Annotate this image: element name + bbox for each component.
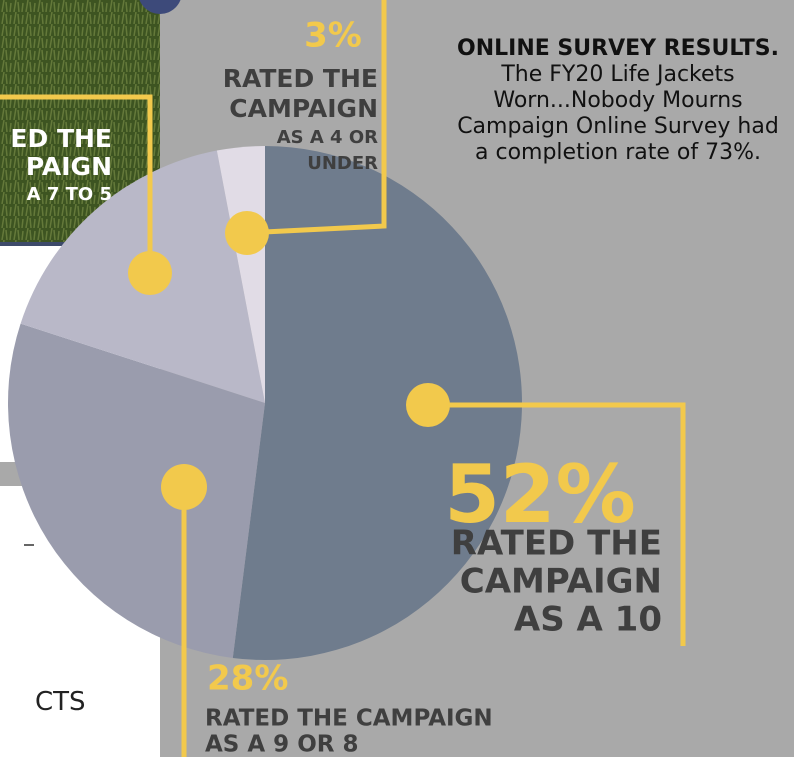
slice-label: PAIGN bbox=[26, 152, 112, 181]
pie-slice bbox=[232, 146, 522, 660]
slice-label: CAMPAIGN bbox=[460, 562, 662, 602]
dots bbox=[128, 211, 450, 510]
slice-label: AS A 4 OR bbox=[277, 127, 378, 148]
value-label: 3% bbox=[304, 16, 362, 56]
dot bbox=[161, 464, 207, 510]
slice-label: AS A 10 bbox=[514, 600, 662, 640]
side-text: CTS bbox=[35, 687, 86, 717]
description-text: The FY20 Life Jackets Worn...Nobody Mour… bbox=[457, 62, 779, 165]
connector bbox=[0, 94, 153, 273]
description: ONLINE SURVEY RESULTS. The FY20 Life Jac… bbox=[448, 36, 788, 166]
slice-label: UNDER bbox=[307, 153, 378, 174]
slice-label: ED THE bbox=[10, 124, 112, 153]
value-label: 52% bbox=[444, 448, 635, 541]
dot bbox=[128, 251, 172, 295]
dot bbox=[225, 211, 269, 255]
slice-label: RATED THE bbox=[451, 524, 662, 564]
slice-label: RATED THE bbox=[223, 64, 378, 93]
slice-label: RATED THE CAMPAIGN bbox=[205, 706, 493, 732]
pie-slice bbox=[216, 146, 265, 403]
dot bbox=[406, 383, 450, 427]
connector bbox=[432, 402, 686, 646]
connector bbox=[244, 0, 387, 236]
pie-slice bbox=[7, 323, 265, 658]
slice-label: CAMPAIGN bbox=[229, 94, 378, 123]
title: ONLINE SURVEY RESULTS. bbox=[457, 36, 779, 61]
slice-label: A 7 TO 5 bbox=[27, 184, 112, 205]
connectors bbox=[0, 0, 686, 757]
value-label: 28% bbox=[207, 659, 288, 699]
slice-label: AS A 9 OR 8 bbox=[205, 732, 358, 757]
badge bbox=[139, 0, 181, 14]
